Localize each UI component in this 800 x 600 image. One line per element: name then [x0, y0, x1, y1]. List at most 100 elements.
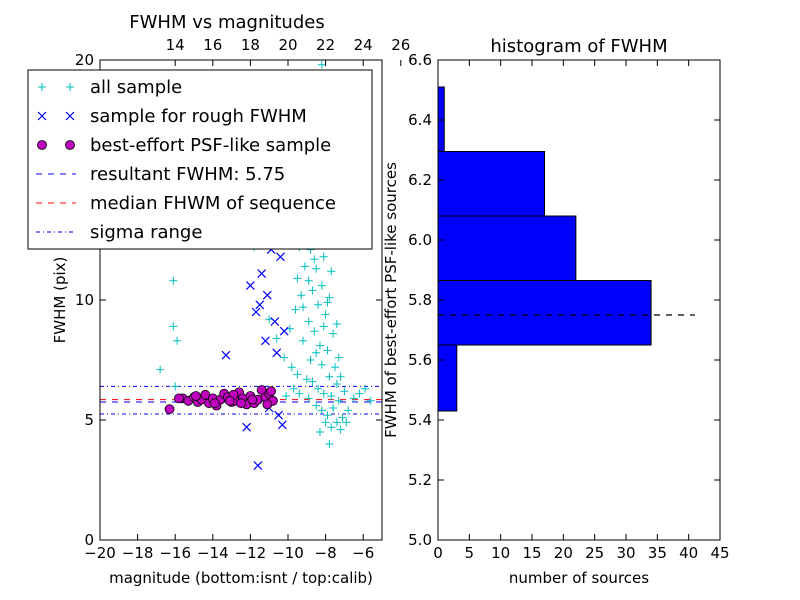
scatter-x-axis: −20 −18 −16 −14 −12 −10 −8 −6: [84, 534, 374, 562]
legend-marker: [65, 111, 75, 121]
scatter-title: FWHM vs magnitudes: [129, 12, 324, 33]
scatter-point: [277, 420, 287, 430]
scatter-point: [323, 298, 332, 307]
scatter-y-tick-label: 5: [84, 411, 94, 429]
scatter-point: [169, 276, 178, 285]
scatter-point: [325, 440, 334, 448]
histogram-x-tick-label: 10: [491, 544, 510, 562]
histogram-x-tick-label: 40: [679, 544, 698, 562]
scatter-point: [332, 320, 341, 328]
scatter-point: [321, 418, 330, 427]
scatter-point: [312, 401, 321, 410]
scatter-reference-lines: [100, 385, 382, 415]
scatter-point: [355, 389, 364, 398]
histogram-bar: [437, 151, 546, 217]
scatter-point: [361, 384, 370, 393]
legend-label: resultant FWHM: 5.75: [90, 164, 285, 185]
scatter-point: [209, 398, 220, 409]
scatter-point: [280, 353, 289, 362]
legend-marker: [37, 111, 47, 121]
scatter-point: [221, 350, 231, 360]
histogram-x-tick-label: 35: [648, 544, 667, 562]
scatter-x-tick-label: −10: [272, 544, 304, 562]
scatter-x-tick-label: −16: [159, 544, 191, 562]
scatter-point: [245, 281, 255, 291]
scatter-point: [314, 300, 323, 309]
scatter-point: [325, 372, 334, 381]
scatter-y-axis-label: FWHM (pix): [51, 257, 69, 344]
scatter-point: [291, 305, 300, 314]
scatter-point: [299, 303, 308, 312]
scatter-point: [272, 334, 281, 343]
scatter-point: [319, 322, 328, 331]
scatter-top-tick-label: 14: [166, 36, 185, 54]
scatter-point: [270, 317, 280, 327]
scatter-point: [310, 327, 319, 336]
scatter-point: [297, 291, 306, 300]
scatter-top-tick-label: 24: [354, 36, 373, 54]
scatter-point: [173, 336, 182, 345]
histogram-bar: [437, 86, 445, 152]
scatter-point: [315, 341, 324, 350]
scatter-point: [314, 384, 323, 393]
scatter-point: [251, 307, 261, 317]
legend-entries: all sample sample for rough FWHM best-effo…: [36, 77, 336, 243]
histogram-y-axis-label: FWHM of best-effort PSF-like sources: [382, 162, 400, 438]
scatter-x-tick-label: −12: [235, 544, 267, 562]
histogram-x-tick-label: 45: [710, 544, 729, 562]
scatter-point: [325, 293, 334, 302]
histogram-chart: 0 5 10 15 20 25 30 35 40 45 5.0 5.2 5.4 5.6 5.8 6.0 6.2…: [382, 36, 730, 587]
scatter-point: [236, 398, 246, 409]
scatter-point: [169, 322, 178, 331]
scatter-point: [317, 406, 326, 415]
scatter-top-tick-label: 18: [241, 36, 260, 54]
scatter-x-axis-label: magnitude (bottom:isnt / top:calib): [109, 569, 373, 587]
scatter-point: [323, 411, 332, 420]
scatter-series-2: [164, 385, 278, 415]
scatter-point: [315, 428, 324, 436]
histogram-bar: [437, 344, 458, 412]
histogram-bar: [437, 215, 577, 281]
scatter-point: [310, 255, 319, 264]
scatter-point: [312, 348, 321, 357]
histogram-x-tick-label: 5: [465, 544, 475, 562]
scatter-point: [171, 382, 180, 391]
scatter-point: [300, 262, 309, 271]
legend-label: sigma range: [90, 222, 202, 243]
scatter-point: [293, 370, 302, 379]
scatter-point: [349, 394, 358, 403]
scatter-point: [255, 300, 265, 310]
scatter-x-tick-label: −8: [315, 544, 337, 562]
legend-marker: [66, 83, 74, 91]
scatter-point: [274, 410, 284, 420]
scatter-point: [242, 422, 252, 432]
scatter-point: [334, 353, 343, 362]
scatter-point: [190, 391, 201, 401]
scatter-y-tick-label: 0: [84, 531, 94, 549]
histogram-y-tick-label: 6.6: [408, 51, 432, 69]
legend-label: median FHWM of sequence: [90, 193, 336, 214]
scatter-point: [272, 348, 282, 358]
histogram-x-tick-label: 0: [433, 544, 443, 562]
scatter-point: [164, 404, 175, 415]
scatter-x-tick-label: −6: [352, 544, 374, 562]
scatter-point: [293, 274, 302, 283]
scatter-point: [308, 286, 317, 295]
scatter-top-tick-label: 26: [391, 36, 410, 54]
scatter-point: [327, 392, 336, 400]
scatter-point: [266, 386, 276, 397]
scatter-point: [329, 404, 338, 412]
scatter-point: [317, 360, 326, 369]
histogram-y-tick-label: 6.0: [408, 231, 432, 249]
scatter-point: [366, 396, 375, 405]
scatter-point: [262, 399, 273, 410]
scatter-point: [312, 264, 321, 273]
scatter-point: [289, 384, 298, 393]
scatter-point: [282, 392, 291, 400]
histogram-y-tick-label: 6.4: [408, 111, 432, 129]
histogram-y-tick-label: 6.2: [408, 171, 432, 189]
scatter-point: [338, 413, 347, 422]
scatter-point: [299, 336, 308, 345]
scatter-point: [253, 461, 263, 471]
